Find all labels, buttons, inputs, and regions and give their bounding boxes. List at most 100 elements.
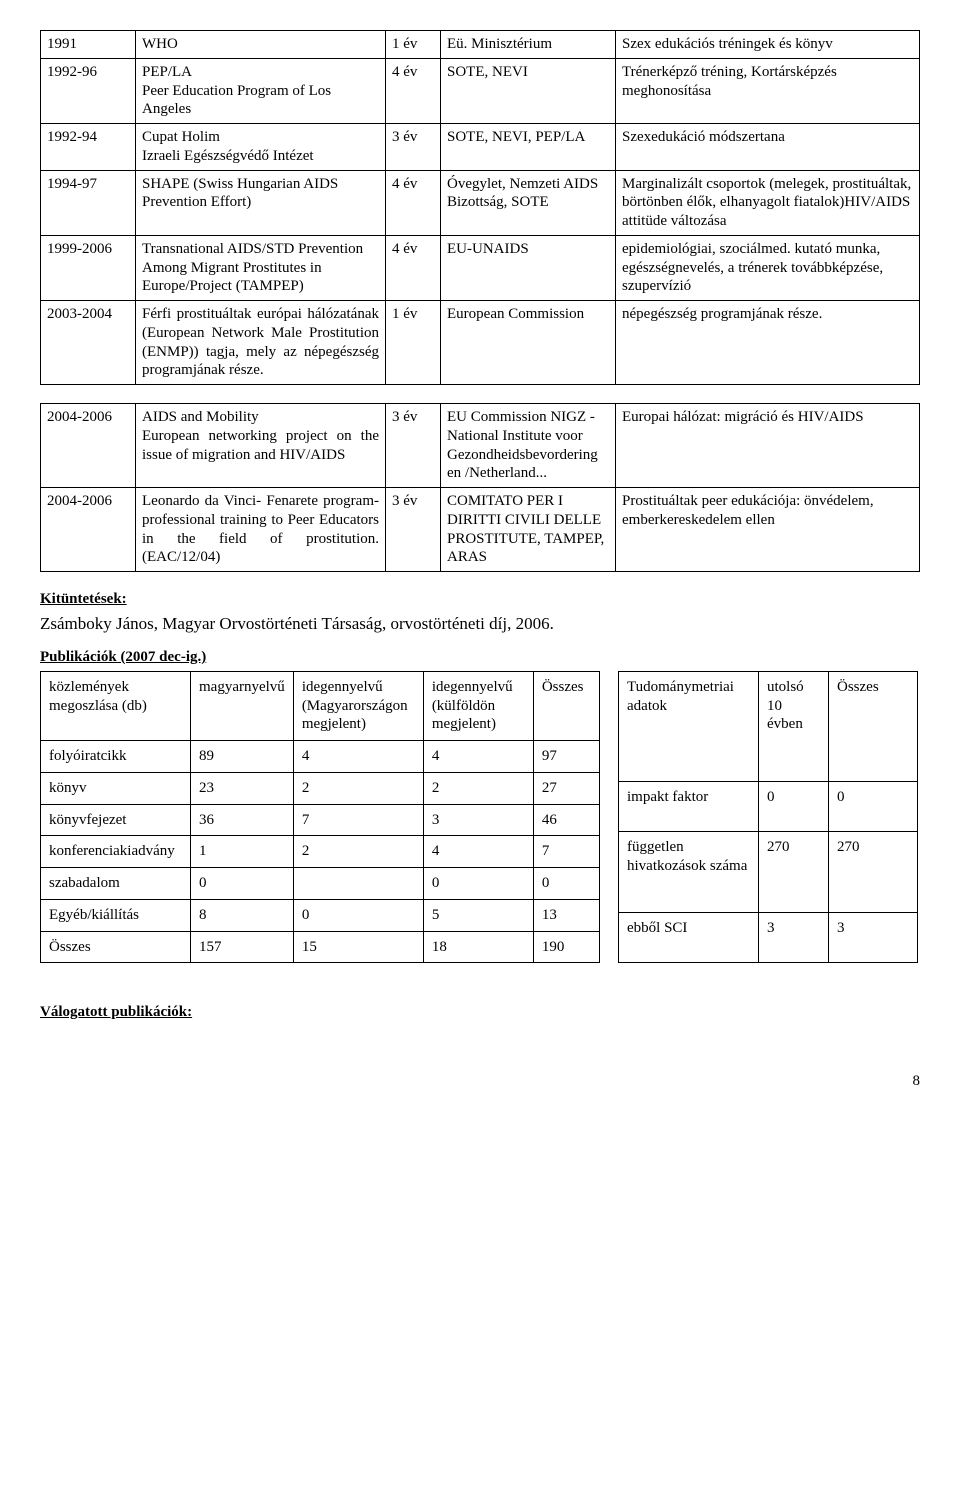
table-cell: COMITATO PER I DIRITTI CIVILI DELLE PROS… [441,488,616,572]
table-cell: 13 [533,899,599,931]
table-cell: 18 [423,931,533,963]
table-cell: szabadalom [41,868,191,900]
projects-table-2: 2004-2006AIDS and Mobility European netw… [40,403,920,572]
table-cell: SHAPE (Swiss Hungarian AIDS Prevention E… [136,170,386,235]
table-row: független hivatkozások száma270270 [619,832,918,912]
table-cell: 97 [533,741,599,773]
table-cell: Szexedukáció módszertana [616,124,920,171]
table-row: folyóiratcikk894497 [41,741,600,773]
table-row: ebből SCI33 [619,912,918,963]
table-cell: 46 [533,804,599,836]
table-cell: AIDS and Mobility European networking pr… [136,404,386,488]
table-cell: 3 év [386,404,441,488]
table-header-cell: idegennyelvű (Magyarországon megjelent) [293,671,423,740]
table-cell: 0 [191,868,294,900]
table-cell: 2 [293,836,423,868]
table-cell: konferenciakiadvány [41,836,191,868]
table-cell: Trénerképző tréning, Kortársképzés megho… [616,58,920,123]
table-cell: SOTE, NEVI, PEP/LA [441,124,616,171]
table-row: 1992-96PEP/LA Peer Education Program of … [41,58,920,123]
table-cell: 157 [191,931,294,963]
table-header-cell: utolsó 10 évben [759,671,829,781]
table-cell: epidemiológiai, szociálmed. kutató munka… [616,235,920,300]
table-cell: 4 [423,836,533,868]
table-cell: folyóiratcikk [41,741,191,773]
table-cell: EU Commission NIGZ - National Institute … [441,404,616,488]
table-cell: 4 [423,741,533,773]
table-cell: 3 év [386,488,441,572]
heading-publikaciok: Publikációk (2007 dec-ig.) [40,648,920,667]
table-cell: 270 [829,832,918,912]
table-cell: 0 [293,899,423,931]
table-cell: könyvfejezet [41,804,191,836]
table-row: 1999-2006Transnational AIDS/STD Preventi… [41,235,920,300]
table-cell: 36 [191,804,294,836]
table-cell: 1992-96 [41,58,136,123]
table-cell: 7 [533,836,599,868]
table-cell: impakt faktor [619,781,759,832]
table-cell: 1992-94 [41,124,136,171]
heading-valogatott: Válogatott publikációk: [40,1003,920,1022]
table-cell: 1991 [41,31,136,59]
table-cell: EU-UNAIDS [441,235,616,300]
table-row: könyv232227 [41,772,600,804]
table-cell: független hivatkozások száma [619,832,759,912]
table-cell: 3 év [386,124,441,171]
publications-left-table: közlemények megoszlása (db)magyarnyelvűi… [40,671,600,964]
table-row: Összes1571518190 [41,931,600,963]
table-row: impakt faktor00 [619,781,918,832]
table-cell: 4 év [386,170,441,235]
table-row: 1994-97SHAPE (Swiss Hungarian AIDS Preve… [41,170,920,235]
table-cell: 3 [759,912,829,963]
kituntetesek-text: Zsámboky János, Magyar Orvostörténeti Tá… [40,613,920,634]
table-cell [293,868,423,900]
table-cell: 89 [191,741,294,773]
table-cell: Eü. Minisztérium [441,31,616,59]
table-cell: Cupat Holim Izraeli Egészségvédő Intézet [136,124,386,171]
table-row: 2003-2004Férfi prostituáltak európai hál… [41,301,920,385]
table-row: közlemények megoszlása (db)magyarnyelvűi… [41,671,600,740]
table-row: szabadalom000 [41,868,600,900]
table-cell: 7 [293,804,423,836]
table-cell: European Commission [441,301,616,385]
table-cell: 3 [423,804,533,836]
table-header-cell: Tudománymetriai adatok [619,671,759,781]
table-cell: Óvegylet, Nemzeti AIDS Bizottság, SOTE [441,170,616,235]
table-cell: 4 év [386,235,441,300]
table-cell: 2 [423,772,533,804]
table-row: konferenciakiadvány1247 [41,836,600,868]
table-cell: ebből SCI [619,912,759,963]
table-row: 1992-94Cupat Holim Izraeli Egészségvédő … [41,124,920,171]
heading-kituntetesek: Kitüntetések: [40,590,920,609]
table-row: könyvfejezet367346 [41,804,600,836]
table-cell: PEP/LA Peer Education Program of Los Ang… [136,58,386,123]
page-number: 8 [40,1072,920,1091]
table-cell: 4 [293,741,423,773]
table-header-cell: közlemények megoszlása (db) [41,671,191,740]
table-row: Tudománymetriai adatokutolsó 10 évbenÖss… [619,671,918,781]
table-header-cell: idegennyelvű (külföldön megjelent) [423,671,533,740]
table-cell: Szex edukációs tréningek és könyv [616,31,920,59]
table-cell: 4 év [386,58,441,123]
table-cell: Összes [41,931,191,963]
table-cell: 3 [829,912,918,963]
table-cell: 2004-2006 [41,488,136,572]
table-cell: 0 [759,781,829,832]
table-cell: SOTE, NEVI [441,58,616,123]
table-cell: Marginalizált csoportok (melegek, prosti… [616,170,920,235]
table-cell: 5 [423,899,533,931]
table-cell: Egyéb/kiállítás [41,899,191,931]
table-cell: Leonardo da Vinci- Fenarete program- pro… [136,488,386,572]
table-cell: 1 év [386,301,441,385]
table-cell: 27 [533,772,599,804]
table-row: Egyéb/kiállítás80513 [41,899,600,931]
table-cell: 190 [533,931,599,963]
table-cell: WHO [136,31,386,59]
table-cell: Prostituáltak peer edukációja: önvédelem… [616,488,920,572]
table-cell: 1999-2006 [41,235,136,300]
table-cell: 15 [293,931,423,963]
table-cell: 1 év [386,31,441,59]
publications-tables-row: közlemények megoszlása (db)magyarnyelvűi… [40,671,920,982]
table-cell: 2 [293,772,423,804]
table-cell: Férfi prostituáltak európai hálózatának … [136,301,386,385]
